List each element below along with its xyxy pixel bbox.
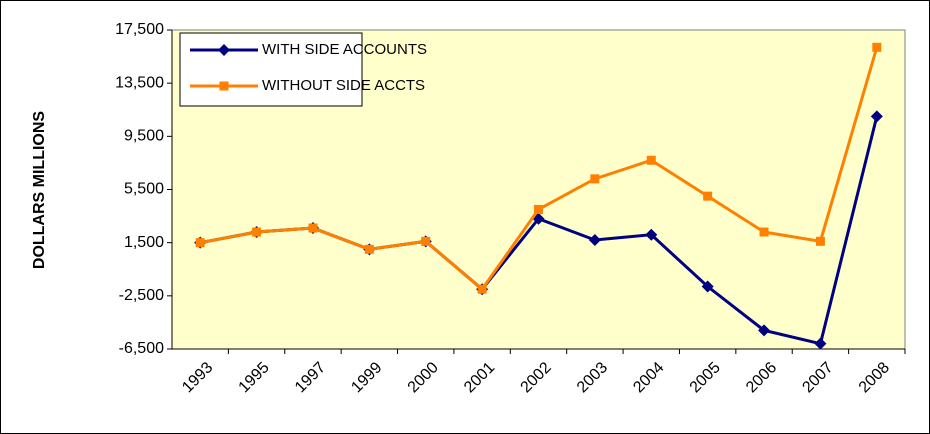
y-tick-label: -2,500 <box>119 287 164 304</box>
data-point <box>588 234 601 247</box>
data-point <box>703 191 713 201</box>
legend-label: WITHOUT SIDE ACCTS <box>262 77 425 94</box>
legend-label: WITH SIDE ACCOUNTS <box>262 41 427 58</box>
y-tick-label: 13,500 <box>115 74 164 91</box>
y-tick-label: 1,500 <box>124 234 164 251</box>
data-point <box>364 244 374 254</box>
y-tick-label: 17,500 <box>115 21 164 38</box>
y-tick-label: 9,500 <box>124 128 164 145</box>
data-point <box>534 204 543 214</box>
data-point <box>646 155 656 165</box>
data-point <box>872 42 882 52</box>
y-axis-label: DOLLARS MILLIONS <box>31 111 48 270</box>
data-point <box>252 227 262 237</box>
legend-box <box>179 32 363 107</box>
data-point <box>870 110 883 123</box>
data-point <box>701 280 714 293</box>
data-point <box>195 238 205 248</box>
data-point <box>645 228 658 241</box>
legend-marker <box>219 81 229 91</box>
data-point <box>590 174 600 184</box>
data-point <box>421 236 431 246</box>
data-point <box>759 227 769 237</box>
y-tick-label: 5,500 <box>124 181 164 198</box>
legend-marker <box>218 44 230 56</box>
y-tick-label: -6,500 <box>119 340 164 357</box>
data-point <box>814 337 827 350</box>
data-point <box>477 284 487 294</box>
data-point <box>758 324 771 337</box>
data-point <box>815 236 825 246</box>
data-point <box>308 223 318 233</box>
